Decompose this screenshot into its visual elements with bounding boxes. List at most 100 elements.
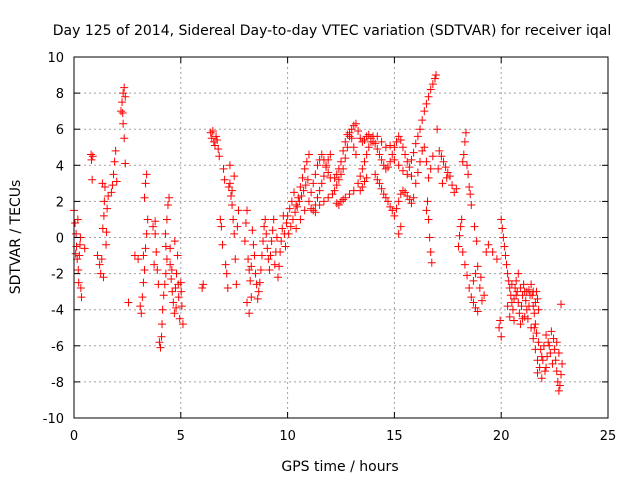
data-point	[403, 170, 412, 179]
data-point	[401, 150, 410, 159]
y-tick-label: 2	[56, 195, 64, 210]
data-point	[373, 175, 382, 184]
data-point	[264, 255, 273, 264]
x-tick-label: 10	[279, 429, 296, 444]
data-point	[99, 211, 108, 220]
data-point	[407, 199, 416, 208]
data-point	[172, 269, 181, 278]
data-point	[514, 298, 523, 307]
data-point	[497, 332, 506, 341]
data-point	[420, 107, 429, 116]
y-tick-label: -4	[51, 304, 64, 319]
data-point	[97, 255, 106, 264]
data-point	[256, 265, 265, 274]
data-point	[407, 172, 416, 181]
data-point	[103, 204, 112, 213]
data-point	[403, 157, 412, 166]
data-point	[545, 341, 554, 350]
data-point	[341, 154, 350, 163]
data-point	[136, 302, 145, 311]
data-point	[386, 202, 395, 211]
data-point	[396, 222, 405, 231]
data-point	[228, 201, 237, 210]
data-point	[76, 284, 85, 293]
data-point	[477, 296, 486, 305]
data-point	[112, 177, 121, 186]
data-point	[153, 265, 162, 274]
data-point	[120, 83, 129, 92]
data-point	[521, 296, 530, 305]
data-point	[75, 251, 84, 260]
data-point	[448, 181, 457, 190]
data-point	[73, 255, 82, 264]
data-point	[463, 271, 472, 280]
data-point	[332, 199, 341, 208]
data-point	[418, 116, 427, 125]
data-point	[74, 265, 83, 274]
data-point	[356, 134, 365, 143]
data-point	[254, 287, 263, 296]
data-point	[170, 309, 179, 318]
data-point	[473, 262, 482, 271]
data-point	[267, 237, 276, 246]
data-point	[232, 280, 241, 289]
data-point	[396, 136, 405, 145]
data-point	[557, 370, 566, 379]
data-point	[249, 240, 258, 249]
data-point	[313, 161, 322, 170]
data-point	[121, 92, 130, 101]
data-point	[528, 291, 537, 300]
data-point	[130, 251, 139, 260]
data-point	[520, 312, 529, 321]
data-point	[401, 188, 410, 197]
data-point	[157, 332, 166, 341]
data-point	[243, 298, 252, 307]
data-point	[455, 231, 464, 240]
data-point	[224, 182, 233, 191]
data-point	[88, 175, 97, 184]
data-point	[309, 206, 318, 215]
data-point	[551, 356, 560, 365]
data-point	[471, 303, 480, 312]
data-point	[473, 307, 482, 316]
data-point	[75, 240, 84, 249]
data-point	[73, 215, 82, 224]
data-point	[177, 287, 186, 296]
data-point	[531, 320, 540, 329]
data-point	[555, 381, 564, 390]
data-point	[472, 237, 481, 246]
data-point	[298, 173, 307, 182]
data-point	[542, 330, 551, 339]
data-point	[159, 291, 168, 300]
data-point	[241, 219, 250, 228]
data-point	[371, 139, 380, 148]
data-point	[524, 285, 533, 294]
data-point	[517, 302, 526, 311]
y-axis-label: SDTVAR / TECUs	[8, 180, 24, 295]
data-point	[505, 312, 514, 321]
data-point	[223, 284, 232, 293]
data-point	[422, 99, 431, 108]
data-point	[301, 181, 310, 190]
data-point	[177, 302, 186, 311]
data-point	[549, 334, 558, 343]
data-point	[381, 164, 390, 173]
data-point	[558, 359, 567, 368]
data-point	[522, 287, 531, 296]
data-point	[174, 280, 183, 289]
data-point	[503, 302, 512, 311]
data-point	[261, 215, 270, 224]
data-point	[492, 255, 501, 264]
data-point	[257, 251, 266, 260]
data-point	[422, 206, 431, 215]
data-point	[229, 215, 238, 224]
data-point	[457, 215, 466, 224]
data-point	[422, 157, 431, 166]
data-point	[303, 175, 312, 184]
data-point	[315, 186, 324, 195]
data-point	[269, 215, 278, 224]
data-point	[488, 247, 497, 256]
data-point	[471, 269, 480, 278]
data-point	[270, 260, 279, 269]
data-point	[533, 294, 542, 303]
